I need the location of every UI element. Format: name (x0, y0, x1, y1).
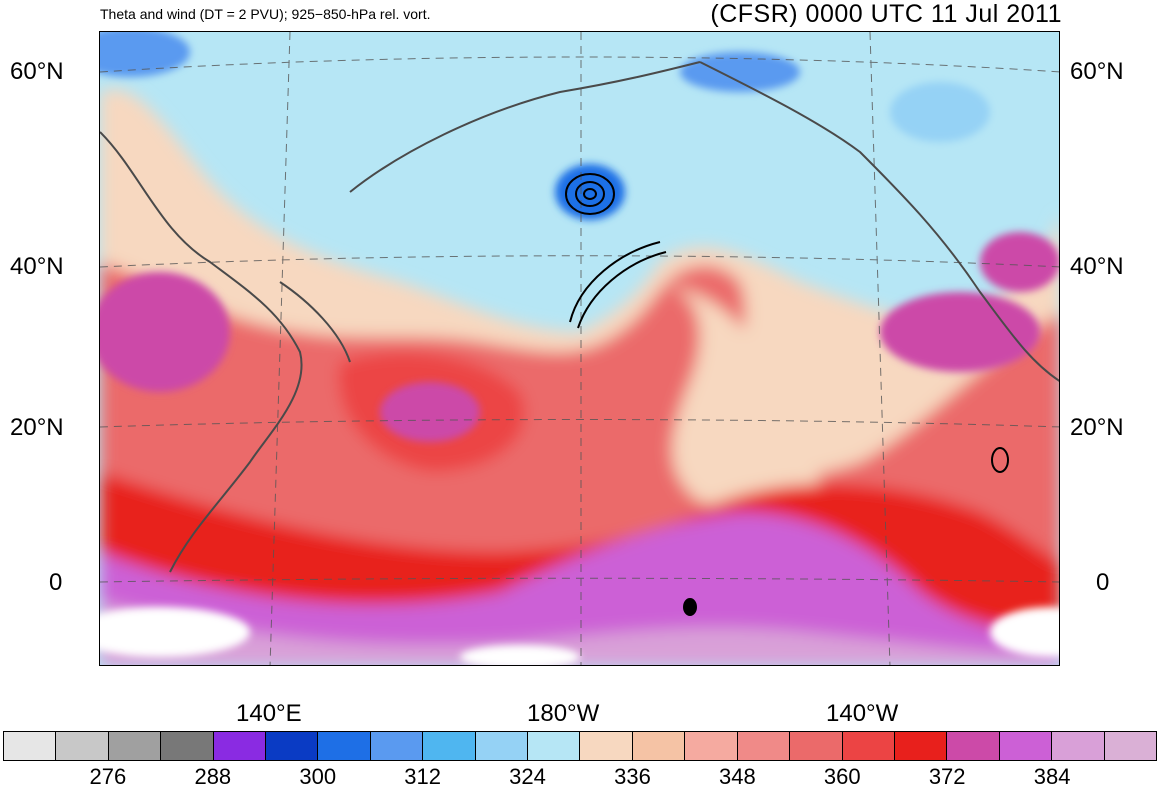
colorbar-cell (632, 732, 686, 760)
colorbar-cell (790, 732, 843, 760)
lon-label-180w: 180°W (527, 700, 600, 727)
colorbar-label: 324 (509, 764, 546, 789)
lat-label-40n-left: 40°N (10, 253, 64, 280)
colorbar-cell (685, 732, 738, 760)
theta-colorbar (3, 731, 1157, 761)
colorbar-cell (842, 732, 895, 760)
map-title: Theta and wind (DT = 2 PVU); 925−850-hPa… (100, 6, 431, 22)
colorbar-cell (580, 732, 633, 760)
colorbar-label: 348 (719, 764, 756, 789)
theta-field (100, 32, 1059, 665)
lat-label-20n-left: 20°N (10, 414, 64, 441)
colorbar-cell (213, 732, 267, 760)
map-panel (99, 31, 1060, 666)
colorbar-cell (56, 732, 109, 760)
colorbar-cell (528, 732, 581, 760)
lon-label-140e: 140°E (236, 700, 302, 727)
colorbar-cell (475, 732, 529, 760)
map-timestamp: (CFSR) 0000 UTC 11 Jul 2011 (710, 0, 1062, 28)
colorbar-label: 276 (89, 764, 127, 789)
lat-label-0-right: 0 (1096, 569, 1110, 596)
colorbar-cell (423, 732, 476, 760)
colorbar-label: 372 (928, 764, 966, 789)
colorbar-cell (947, 732, 1000, 760)
colorbar-label: 312 (404, 764, 441, 789)
colorbar-label: 336 (614, 764, 651, 789)
colorbar-label: 288 (194, 764, 232, 789)
colorbar-label: 300 (299, 764, 337, 789)
lat-label-60n-left: 60°N (10, 58, 64, 85)
colorbar-label: 360 (823, 764, 861, 789)
colorbar-cell (737, 732, 791, 760)
colorbar-cell (4, 732, 57, 760)
lat-label-20n-right: 20°N (1070, 414, 1124, 441)
colorbar-cell (318, 732, 371, 760)
colorbar-label: 384 (1033, 764, 1071, 789)
lat-label-40n-right: 40°N (1070, 253, 1124, 280)
colorbar-cell (894, 732, 948, 760)
colorbar-cell (108, 732, 162, 760)
colorbar-cell (161, 732, 214, 760)
colorbar-cell (999, 732, 1053, 760)
lat-label-60n-right: 60°N (1070, 58, 1124, 85)
colorbar-cell (370, 732, 424, 760)
colorbar-cell (1052, 732, 1105, 760)
lon-label-140w: 140°W (826, 700, 899, 727)
colorbar-cell (266, 732, 319, 760)
colorbar-cell (1104, 732, 1156, 760)
lat-label-0-left: 0 (49, 569, 63, 596)
